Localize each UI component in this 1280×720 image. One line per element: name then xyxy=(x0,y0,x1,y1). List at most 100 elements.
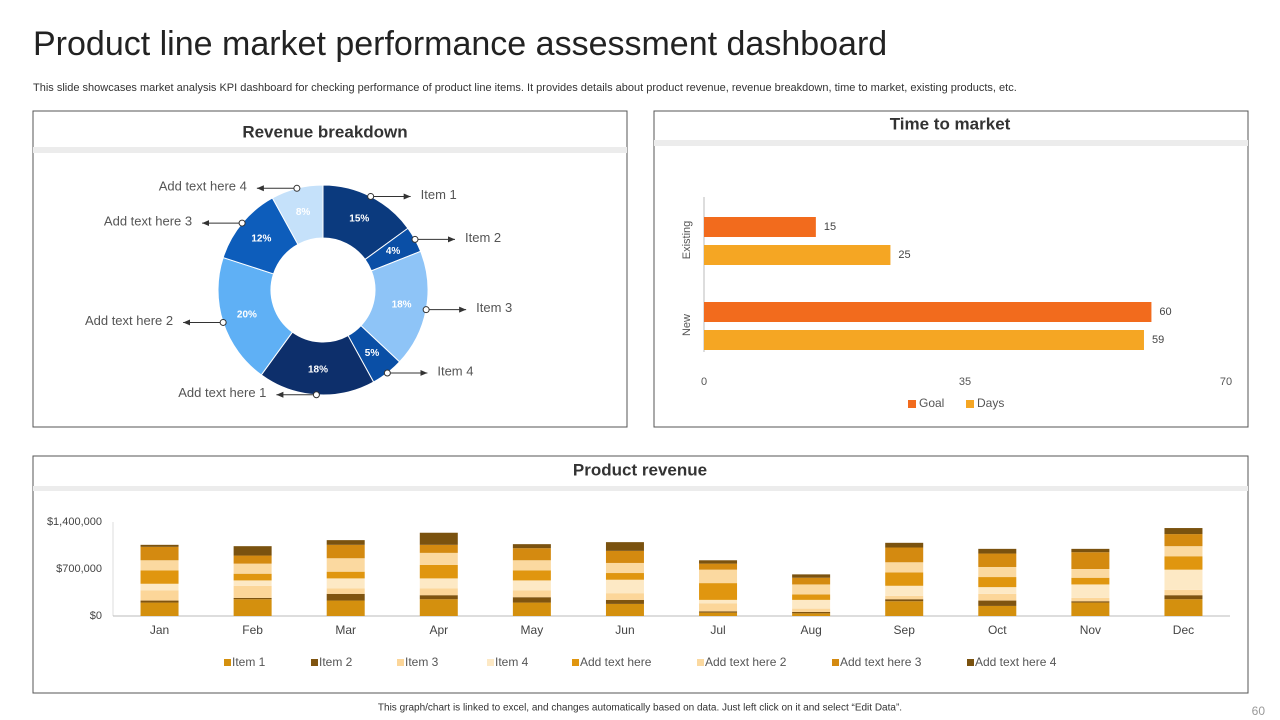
bar-segment xyxy=(233,580,272,586)
bar-segment xyxy=(326,544,365,559)
bar-segment xyxy=(792,584,831,595)
category-label: Item 3 xyxy=(476,300,512,315)
bar-segment xyxy=(419,544,458,553)
bar-segment xyxy=(326,600,365,616)
bar-segment xyxy=(605,599,644,604)
bar-segment xyxy=(699,563,738,570)
value-label: 59 xyxy=(1152,334,1164,346)
bar-segment xyxy=(605,550,644,563)
bar-segment xyxy=(885,572,924,586)
bar-segment xyxy=(512,560,551,571)
bar-segment xyxy=(512,597,551,603)
bar-segment xyxy=(512,590,551,598)
value-label: 4% xyxy=(386,246,401,257)
bar-segment xyxy=(1071,552,1110,569)
bar-segment xyxy=(978,566,1017,578)
bar-segment xyxy=(978,587,1017,594)
leader-dot xyxy=(293,184,301,192)
x-tick-label: Jun xyxy=(615,623,634,637)
bar-segment xyxy=(419,552,458,565)
bar-segment xyxy=(140,583,179,591)
bar-segment xyxy=(140,602,179,616)
legend-swatch xyxy=(832,659,839,666)
bar-segment xyxy=(419,532,458,545)
y-tick-label: $0 xyxy=(90,610,102,622)
bar-segment xyxy=(419,564,458,579)
bar-segment xyxy=(605,573,644,580)
donut-segment xyxy=(271,184,324,246)
bar-segment xyxy=(1071,577,1110,585)
bar-segment xyxy=(233,555,272,564)
panel-title: Time to market xyxy=(890,114,1011,133)
bar-segment xyxy=(699,611,738,613)
bar-segment xyxy=(885,599,924,602)
bar-segment xyxy=(792,594,831,600)
legend-label: Add text here 3 xyxy=(840,655,922,669)
bar-segment xyxy=(233,563,272,574)
bar-segment xyxy=(1164,556,1203,570)
legend-label: Item 4 xyxy=(495,655,529,669)
value-label: 18% xyxy=(308,364,328,375)
subtitle: This slide showcases market analysis KPI… xyxy=(33,82,1017,94)
panel-band xyxy=(654,140,1248,146)
bar-segment xyxy=(326,571,365,579)
bar-segment xyxy=(419,578,458,589)
legend-swatch xyxy=(966,400,974,408)
bar-segment xyxy=(140,600,179,603)
bar-segment xyxy=(419,595,458,600)
legend-swatch xyxy=(908,400,916,408)
x-tick-label: Nov xyxy=(1080,623,1101,637)
bar-segment xyxy=(233,546,272,556)
x-tick-label: 35 xyxy=(959,376,971,388)
bar-segment xyxy=(699,599,738,604)
bar-segment xyxy=(326,558,365,572)
value-label: 18% xyxy=(392,300,412,311)
bar-segment xyxy=(326,578,365,589)
bar xyxy=(704,302,1152,322)
bar-segment xyxy=(605,542,644,551)
legend-swatch xyxy=(397,659,404,666)
bar-segment xyxy=(699,612,738,616)
category-label: Add text here 2 xyxy=(85,313,173,328)
bar-segment xyxy=(512,548,551,561)
bar-segment xyxy=(792,613,831,616)
category-label: Add text here 1 xyxy=(178,385,266,400)
bar-segment xyxy=(140,590,179,601)
bar-segment xyxy=(699,560,738,564)
bar-segment xyxy=(1071,597,1110,602)
bar-segment xyxy=(885,547,924,563)
legend-swatch xyxy=(967,659,974,666)
bar-segment xyxy=(605,562,644,574)
x-tick-label: Jan xyxy=(150,623,169,637)
bar-segment xyxy=(1164,569,1203,590)
category-label: New xyxy=(681,314,693,336)
bar-segment xyxy=(1071,569,1110,578)
leader-dot xyxy=(422,306,430,314)
bar-segment xyxy=(233,599,272,616)
bar-segment xyxy=(1164,546,1203,557)
x-tick-label: Mar xyxy=(335,623,356,637)
bar-segment xyxy=(885,562,924,573)
bar-segment xyxy=(419,588,458,596)
category-label: Item 1 xyxy=(421,187,457,202)
y-tick-label: $700,000 xyxy=(56,563,102,575)
bar-segment xyxy=(140,570,179,584)
bar-segment xyxy=(792,574,831,578)
bar xyxy=(704,330,1144,350)
bar-segment xyxy=(885,542,924,548)
bar-segment xyxy=(326,588,365,594)
category-label: Add text here 3 xyxy=(104,214,192,229)
bar-segment xyxy=(512,544,551,549)
bar-segment xyxy=(978,593,1017,601)
donut-segment xyxy=(217,256,294,376)
bar-segment xyxy=(699,603,738,612)
legend-swatch xyxy=(487,659,494,666)
bar-segment xyxy=(605,603,644,616)
bar-segment xyxy=(792,608,831,612)
legend-swatch xyxy=(697,659,704,666)
bar xyxy=(704,245,891,265)
bar-segment xyxy=(512,602,551,616)
value-label: 20% xyxy=(237,309,257,320)
bar-segment xyxy=(978,577,1017,588)
x-tick-label: Feb xyxy=(242,623,263,637)
